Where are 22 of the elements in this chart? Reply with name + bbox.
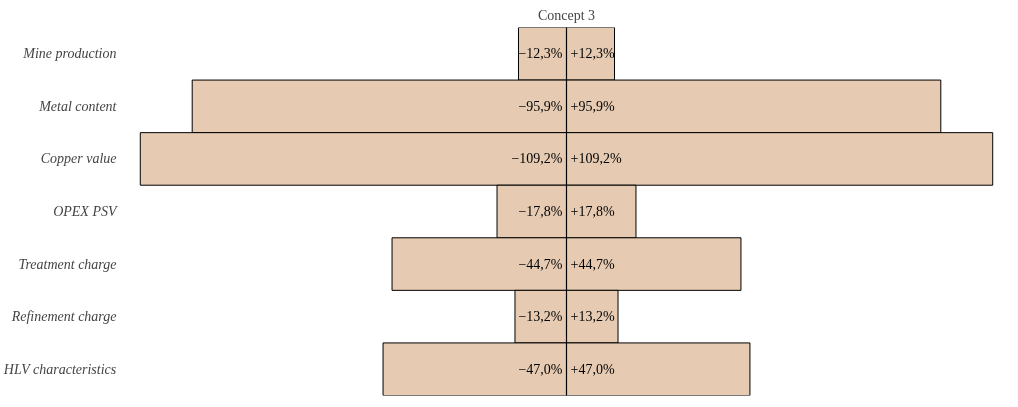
data-label: +95,9%: [570, 98, 615, 114]
data-label: −95,9%: [518, 98, 563, 114]
data-label: +109,2%: [570, 151, 622, 167]
data-label: +47,0%: [570, 361, 615, 377]
data-label: −17,8%: [518, 204, 563, 219]
y-tick-label: Refinement charge: [10, 309, 117, 325]
data-label: +12,3%: [570, 46, 615, 62]
y-tick-label: Copper value: [40, 151, 117, 167]
data-label: −13,2%: [518, 309, 563, 325]
y-tick-label: HLV characteristics: [2, 361, 117, 377]
data-label: −44,7%: [518, 256, 563, 272]
data-label: +17,8%: [570, 204, 615, 219]
y-tick-label: Treatment charge: [18, 256, 117, 272]
data-label: +13,2%: [570, 309, 615, 325]
y-tick-label: Metal content: [38, 98, 118, 114]
data-label: −109,2%: [511, 151, 563, 167]
y-tick-label: Mine production: [22, 46, 117, 62]
data-label: −12,3%: [518, 46, 563, 62]
chart-title: Concept 3: [537, 7, 596, 23]
data-label: +44,7%: [570, 256, 615, 272]
y-tick-label: OPEX PSV: [53, 204, 118, 219]
data-label: −47,0%: [518, 361, 563, 377]
